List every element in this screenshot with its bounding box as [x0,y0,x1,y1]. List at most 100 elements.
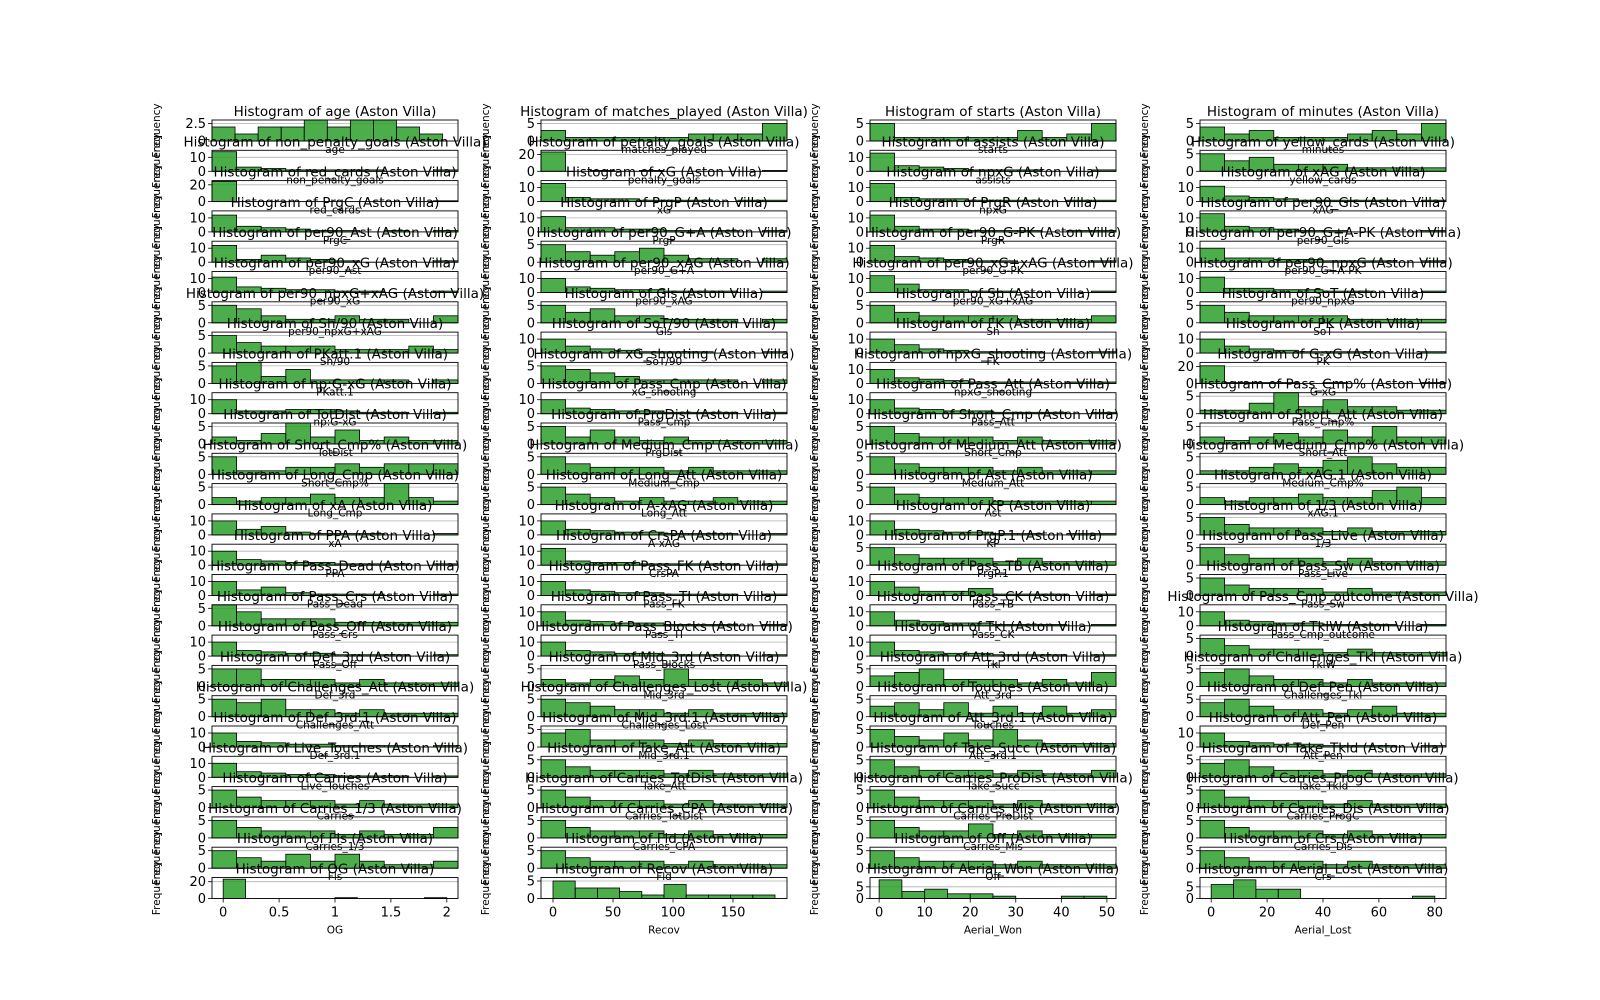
chart-title: Histogram of Take_Tkld (Aston Villa) [1202,740,1445,756]
histogram-panel [537,543,788,566]
x-axis-label: per90_G+A-PK [1285,265,1363,277]
axes-frame [869,271,1117,293]
histogram-panel [537,695,788,718]
axes-frame [540,695,788,718]
axes-frame [1199,816,1447,839]
y-tick-label: 0 [856,589,864,604]
y-tick-label: 5 [856,481,864,496]
chart-title: Histogram of npxG (Aston Villa) [886,165,1099,181]
chart-title: Histogram of non_penalty_goals (Aston Vi… [183,134,486,150]
chart-title: Histogram of Pass_Cmp_outcome (Aston Vil… [1167,589,1478,605]
y-tick-label: 5 [198,662,206,677]
histogram-panel [1196,210,1447,233]
y-axis-label: Frequency [809,194,821,248]
x-tick-label: 20 [962,906,979,921]
y-tick-label: 0 [527,559,535,574]
chart-title: Histogram of PrgP.1 (Aston Villa) [884,528,1102,544]
x-tick-label: 1.5 [381,906,402,921]
plot-area [870,362,1116,384]
x-tick-label: 1 [331,906,339,921]
chart-title: Histogram of xAG.1 (Aston Villa) [1214,468,1432,484]
chart-title: Histogram of Carries_ProgC (Aston Villa) [1187,771,1458,787]
histogram-panel [537,786,788,809]
axes-frame [1199,543,1447,566]
histogram-panel [537,634,788,657]
chart-title: Histogram of Sh (Aston Villa) [896,286,1091,302]
chart-title: Histogram of per90_G+A (Aston Villa) [537,225,792,241]
histogram-panel [1196,452,1447,475]
y-tick-label: 20 [1177,360,1194,375]
x-axis-label: PrgP [652,235,675,247]
histogram-panel [208,574,459,596]
chart-title: Histogram of Challenges_Lost (Aston Vill… [521,680,808,696]
chart-title: Histogram of Pass_Dead (Aston Villa) [210,559,460,575]
x-tick-label: 50 [605,906,622,921]
chart-title: Histogram of Challenges_Att (Aston Villa… [196,680,474,696]
x-axis-label: OG [327,925,343,937]
histogram-panel [208,877,459,903]
histogram-bar [432,500,459,506]
histogram-bar [730,894,754,899]
axes-frame [1199,664,1447,687]
y-axis-label: Frequency [151,134,163,188]
axes-frame [1199,786,1447,809]
histogram-bar [211,820,238,839]
histogram-bar [685,894,709,899]
chart-title: Histogram of Att_3rd.1 (Aston Villa) [873,710,1112,726]
y-tick-label: 0 [198,619,206,634]
axes-frame [1199,331,1447,354]
axes-frame [540,210,788,233]
axes-frame [1199,634,1447,657]
axes-frame [540,513,788,536]
y-tick-label: 5 [856,117,864,132]
x-axis-label: non_penalty_goals [286,174,384,186]
chart-title: Histogram of PK (Aston Villa) [1226,316,1421,332]
y-tick-label: 5 [1186,147,1194,162]
axes-frame [540,725,788,748]
histogram-panel [866,513,1117,536]
y-tick-label: 0 [1186,135,1194,150]
histogram-bar [869,275,896,293]
plot-area [870,392,1116,414]
plot-area [541,513,787,535]
histogram-bar [1233,879,1257,899]
plot-area [212,180,458,202]
y-tick-label: 0 [527,256,535,271]
y-tick-label: 10 [189,636,206,651]
chart-title: Histogram of Pass_Att (Aston Villa) [876,377,1110,393]
y-tick-label: 0 [198,165,206,180]
chart-title: Histogram of Aerial_Lost (Aston Villa) [1198,862,1449,878]
chart-title: Histogram of matches_played (Aston Villa… [520,104,808,120]
plot-area [1200,180,1446,202]
y-tick-label: 5 [856,299,864,314]
y-axis-label: Frequency [480,103,492,157]
y-tick-label: 5 [856,844,864,859]
histogram-bar [1199,497,1226,506]
y-axis-label: Frequency [480,225,492,279]
axes-frame [1199,604,1447,627]
axes-frame [211,574,459,596]
axes-frame [540,271,788,293]
x-tick-label: 20 [1259,906,1276,921]
y-tick-label: 0 [527,135,535,150]
y-tick-label: 10 [847,181,864,196]
histogram-panel [537,119,788,142]
y-tick-label: 5 [198,329,206,344]
plot-area [870,513,1116,535]
histogram-panel [866,331,1117,354]
y-tick-label: 0 [527,316,535,331]
histogram-bar [869,304,896,324]
histogram-panel [537,877,788,903]
y-tick-label: 10 [1177,605,1194,620]
histogram-bar [540,278,567,293]
histogram-panel [208,271,459,293]
histogram-bar [1255,888,1279,899]
x-axis-label: minutes [1302,144,1345,156]
chart-title: Histogram of npxG_shooting (Aston Villa) [854,346,1132,362]
histogram-bar [708,894,732,899]
histogram-panel [1196,301,1447,324]
plot-area [870,574,1116,596]
y-tick-label: 5 [856,420,864,435]
histogram-bar [869,486,896,506]
histogram-bar [878,879,903,899]
